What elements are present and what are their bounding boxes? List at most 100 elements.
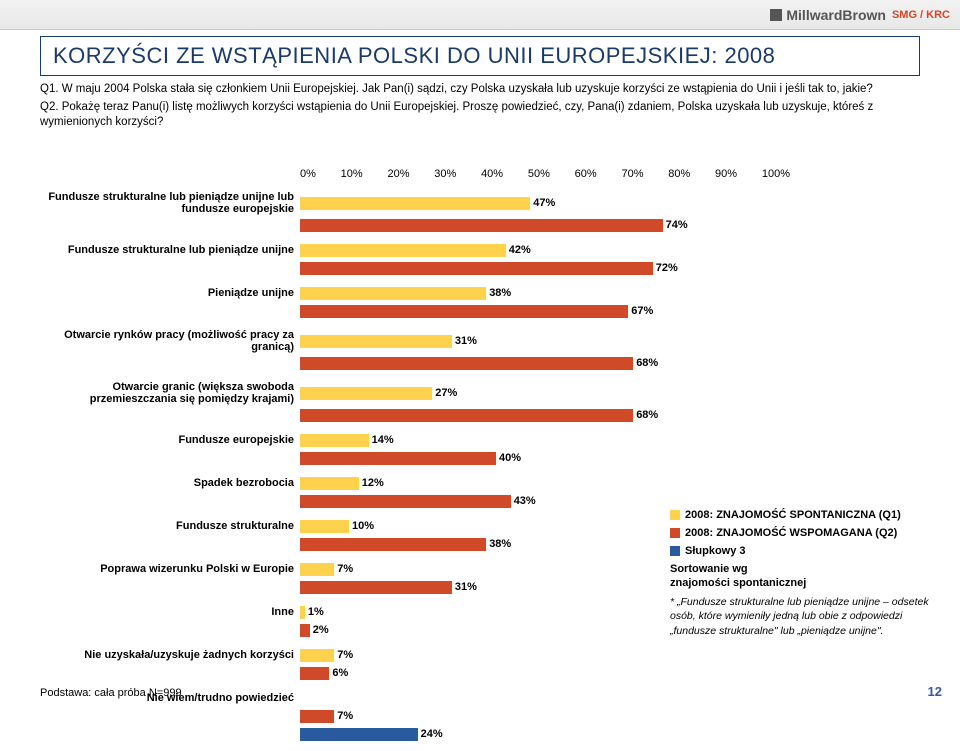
bar — [300, 477, 359, 490]
bar-area: 38% — [300, 286, 790, 301]
row-spacer — [40, 373, 790, 380]
bar-value: 47% — [533, 196, 555, 211]
legend-item: Słupkowy 3 — [670, 544, 940, 559]
axis-tick: 20% — [387, 168, 409, 186]
row-label: Poprawa wizerunku Polski w Europie — [40, 563, 300, 575]
row-spacer — [40, 468, 790, 475]
axis-tick: 70% — [621, 168, 643, 186]
bar-area: 72% — [300, 261, 790, 276]
bar — [300, 563, 334, 576]
legend-label: 2008: ZNAJOMOŚĆ SPONTANICZNA (Q1) — [685, 508, 901, 523]
bar-value: 27% — [435, 386, 457, 401]
bar-area: 7% — [300, 648, 790, 663]
bar — [300, 197, 530, 210]
intro-q2: Q2. Pokażę teraz Panu(i) listę możliwych… — [40, 100, 920, 131]
x-axis: 0%10%20%30%40%50%60%70%80%90%100% — [300, 168, 790, 186]
logo-square-icon — [770, 9, 782, 21]
bar-value: 31% — [455, 580, 477, 595]
row-label: Spadek bezrobocia — [40, 477, 300, 489]
row-spacer — [40, 321, 790, 328]
bar-value: 1% — [308, 605, 324, 620]
chart-row: 67% — [40, 303, 790, 320]
bar — [300, 305, 628, 318]
title-wrap: KORZYŚCI ZE WSTĄPIENIA POLSKI DO UNII EU… — [40, 36, 920, 76]
bar-area: 40% — [300, 451, 790, 466]
bar — [300, 434, 369, 447]
bar-area: 12% — [300, 476, 790, 491]
page-title: KORZYŚCI ZE WSTĄPIENIA POLSKI DO UNII EU… — [53, 43, 907, 69]
bar — [300, 287, 486, 300]
bar — [300, 495, 511, 508]
axis-tick: 90% — [715, 168, 737, 186]
bar-area: 43% — [300, 494, 790, 509]
bar — [300, 387, 432, 400]
chart-row: Otwarcie granic (większa swoboda przemie… — [40, 380, 790, 406]
bar — [300, 357, 633, 370]
legend-item: 2008: ZNAJOMOŚĆ WSPOMAGANA (Q2) — [670, 526, 940, 541]
legend: 2008: ZNAJOMOŚĆ SPONTANICZNA (Q1) 2008: … — [670, 508, 940, 638]
bar — [300, 581, 452, 594]
sample-basis: Podstawa: cała próba N=999 — [40, 687, 182, 699]
bar-value: 38% — [489, 537, 511, 552]
bar — [300, 262, 653, 275]
bar — [300, 538, 486, 551]
bar-area: 68% — [300, 408, 790, 423]
bar — [300, 624, 310, 637]
legend-swatch-icon — [670, 546, 680, 556]
chart-row: Otwarcie rynków pracy (możliwość pracy z… — [40, 328, 790, 354]
bar-value: 42% — [509, 243, 531, 258]
bar-area: 6% — [300, 666, 790, 681]
bar-area: 42% — [300, 243, 790, 258]
bar — [300, 667, 329, 680]
legend-swatch-icon — [670, 528, 680, 538]
legend-item: 2008: ZNAJOMOŚĆ SPONTANICZNA (Q1) — [670, 508, 940, 523]
bar-area: 7% — [300, 709, 790, 724]
row-spacer — [40, 744, 790, 751]
bar-value: 12% — [362, 476, 384, 491]
bar — [300, 219, 663, 232]
header-band: MillwardBrown SMG / KRC — [0, 0, 960, 30]
bar-value: 72% — [656, 261, 678, 276]
row-label: Fundusze europejskie — [40, 434, 300, 446]
bar-value: 67% — [631, 304, 653, 319]
bar-value: 7% — [337, 709, 353, 724]
bar-value: 40% — [499, 451, 521, 466]
legend-label: 2008: ZNAJOMOŚĆ WSPOMAGANA (Q2) — [685, 526, 897, 541]
bar-area — [300, 691, 790, 706]
legend-swatch-icon — [670, 510, 680, 520]
bar-value: 14% — [372, 433, 394, 448]
axis-tick: 80% — [668, 168, 690, 186]
legend-sort-note: Sortowanie wg — [670, 562, 940, 577]
axis-tick: 30% — [434, 168, 456, 186]
row-label: Fundusze strukturalne — [40, 520, 300, 532]
bar-area: 68% — [300, 356, 790, 371]
intro-q1: Q1. W maju 2004 Polska stała się członki… — [40, 82, 920, 98]
legend-footnote: * „Fundusze strukturalne lub pieniądze u… — [670, 595, 940, 638]
page-number: 12 — [928, 684, 942, 699]
bar — [300, 244, 506, 257]
bar-area: 74% — [300, 218, 790, 233]
row-spacer — [40, 235, 790, 242]
row-label: Fundusze strukturalne lub pieniądze unij… — [40, 244, 300, 256]
bar — [300, 710, 334, 723]
bar-value: 38% — [489, 286, 511, 301]
row-label: Fundusze strukturalne lub pieniądze unij… — [40, 191, 300, 215]
chart-row: Nie uzyskała/uzyskuje żadnych korzyści7% — [40, 647, 790, 664]
logo-main: MillwardBrown — [786, 7, 886, 23]
bar-value: 24% — [421, 727, 443, 742]
legend-sort-note: znajomości spontanicznej — [670, 576, 940, 591]
bar-value: 68% — [636, 408, 658, 423]
chart-row: Pieniądze unijne38% — [40, 285, 790, 302]
chart: 0%10%20%30%40%50%60%70%80%90%100% Fundus… — [40, 168, 940, 681]
chart-row: 40% — [40, 450, 790, 467]
axis-tick: 10% — [341, 168, 363, 186]
bar-value: 6% — [332, 666, 348, 681]
chart-row: 72% — [40, 260, 790, 277]
axis-tick: 50% — [528, 168, 550, 186]
chart-row: 24% — [40, 726, 790, 743]
chart-row: Spadek bezrobocia 12% — [40, 475, 790, 492]
row-label: Otwarcie granic (większa swoboda przemie… — [40, 381, 300, 405]
legend-label: Słupkowy 3 — [685, 544, 746, 559]
bar-area: 67% — [300, 304, 790, 319]
bar-value: 68% — [636, 356, 658, 371]
